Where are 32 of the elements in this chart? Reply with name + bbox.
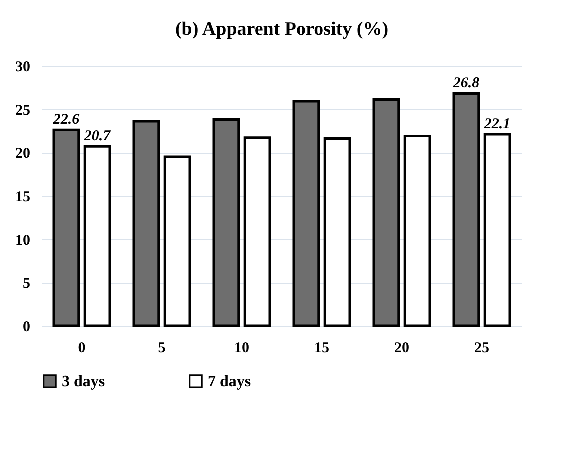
x-tick-label: 15 bbox=[314, 340, 330, 356]
data-label: 22.1 bbox=[483, 116, 511, 132]
bar bbox=[132, 120, 160, 328]
y-tick-label: 10 bbox=[16, 232, 30, 249]
data-label: 22.6 bbox=[52, 112, 80, 128]
data-label: 20.7 bbox=[83, 128, 112, 145]
bar bbox=[84, 145, 112, 328]
legend-label: 7 days bbox=[208, 373, 252, 390]
y-tick-label: 25 bbox=[16, 102, 30, 119]
bar bbox=[164, 156, 192, 328]
x-tick-label: 10 bbox=[234, 340, 250, 356]
data-label: 26.8 bbox=[452, 76, 480, 92]
y-tick-label: 30 bbox=[16, 60, 30, 76]
bar bbox=[244, 136, 272, 328]
y-tick-label: 0 bbox=[23, 320, 30, 336]
bar bbox=[484, 133, 512, 328]
y-tick-label: 5 bbox=[23, 276, 30, 292]
bar bbox=[292, 100, 320, 328]
bar bbox=[404, 134, 432, 328]
y-tick-label: 20 bbox=[16, 146, 30, 162]
bar bbox=[52, 128, 80, 328]
x-tick-label: 20 bbox=[394, 340, 410, 356]
legend-label: 3 days bbox=[62, 373, 106, 390]
bar bbox=[324, 138, 352, 328]
x-tick-label: 0 bbox=[78, 340, 86, 356]
bar bbox=[372, 98, 400, 328]
y-tick-label: 15 bbox=[16, 190, 30, 206]
chart-title: (b) Apparent Porosity (%) bbox=[175, 19, 389, 40]
bar bbox=[452, 92, 480, 328]
x-tick-label: 5 bbox=[158, 340, 166, 356]
x-tick-label: 25 bbox=[474, 340, 490, 356]
bar bbox=[212, 118, 240, 328]
